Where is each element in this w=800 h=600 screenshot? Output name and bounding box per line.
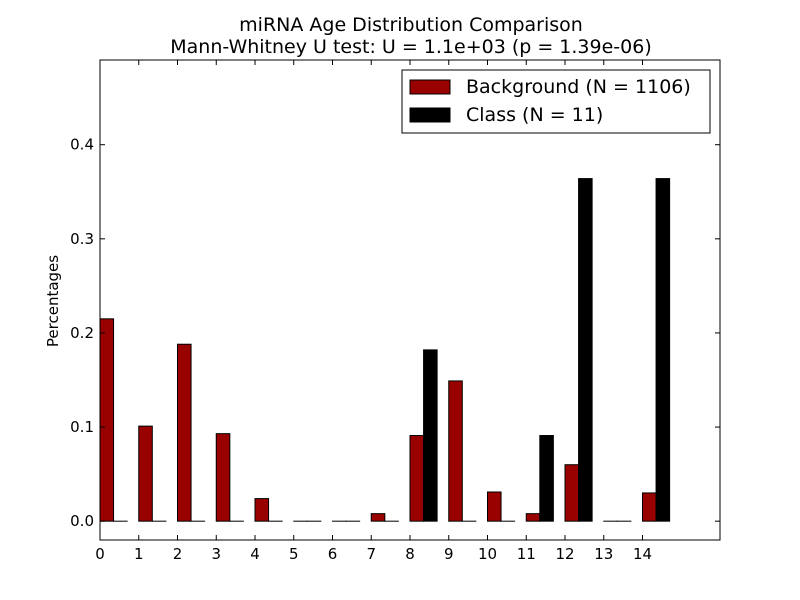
x-tick-label-3: 3	[211, 545, 221, 563]
bar-background-0	[99, 318, 115, 522]
x-tick-label-7: 7	[366, 545, 376, 563]
y-tick-label-0.2: 0.2	[70, 324, 94, 342]
y-tick-label-0.0: 0.0	[70, 512, 94, 530]
x-tick-label-14: 14	[633, 545, 652, 563]
bar-class-12	[578, 178, 593, 522]
chart-title: miRNA Age Distribution Comparison	[239, 14, 583, 36]
x-tick-label-1: 1	[134, 545, 144, 563]
bars-group	[99, 178, 671, 522]
bar-background-2	[177, 343, 192, 522]
bar-background-9	[448, 380, 463, 522]
chart-subtitle: Mann-Whitney U test: U = 1.1e+03 (p = 1.…	[170, 36, 652, 58]
bar-background-11	[525, 513, 541, 522]
bar-class-11	[539, 435, 554, 522]
x-tick-label-12: 12	[555, 545, 574, 563]
x-tick-label-4: 4	[250, 545, 260, 563]
legend-label-background: Background (N = 1106)	[466, 76, 691, 98]
x-tick-label-8: 8	[405, 545, 415, 563]
bar-background-8	[409, 435, 425, 522]
x-tick-label-5: 5	[289, 545, 299, 563]
x-tick-label-13: 13	[594, 545, 613, 563]
y-axis-label: Percentages	[44, 255, 62, 347]
legend-swatch-background	[409, 79, 451, 95]
legend-swatch-class	[409, 107, 451, 123]
bar-class-14	[655, 178, 671, 522]
bar-class-8	[423, 349, 438, 522]
x-tick-label-6: 6	[328, 545, 338, 563]
bar-background-7	[370, 513, 386, 522]
y-tick-label-0.4: 0.4	[70, 136, 94, 154]
bar-background-1	[138, 425, 153, 522]
x-tick-label-11: 11	[517, 545, 536, 563]
bar-background-4	[254, 498, 270, 522]
bar-background-3	[215, 433, 231, 522]
y-tick-label-0.3: 0.3	[70, 230, 94, 248]
x-tick-label-9: 9	[444, 545, 454, 563]
ticks-group: 0 1 2 3 4 5 6 7 8 9 10 11 12 13 140.00.10.20.30.4	[70, 60, 720, 563]
bar-background-12	[564, 464, 580, 522]
plot-frame	[99, 59, 721, 541]
legend: Background (N = 1106) Class (N = 11)	[401, 69, 711, 134]
bar-background-14	[642, 492, 657, 522]
x-tick-label-0: 0	[95, 545, 105, 563]
y-tick-label-0.1: 0.1	[70, 418, 94, 436]
legend-label-class: Class (N = 11)	[466, 104, 603, 126]
x-tick-label-10: 10	[478, 545, 497, 563]
bar-background-10	[487, 491, 502, 522]
legend-frame	[401, 69, 711, 134]
x-tick-label-2: 2	[173, 545, 183, 563]
